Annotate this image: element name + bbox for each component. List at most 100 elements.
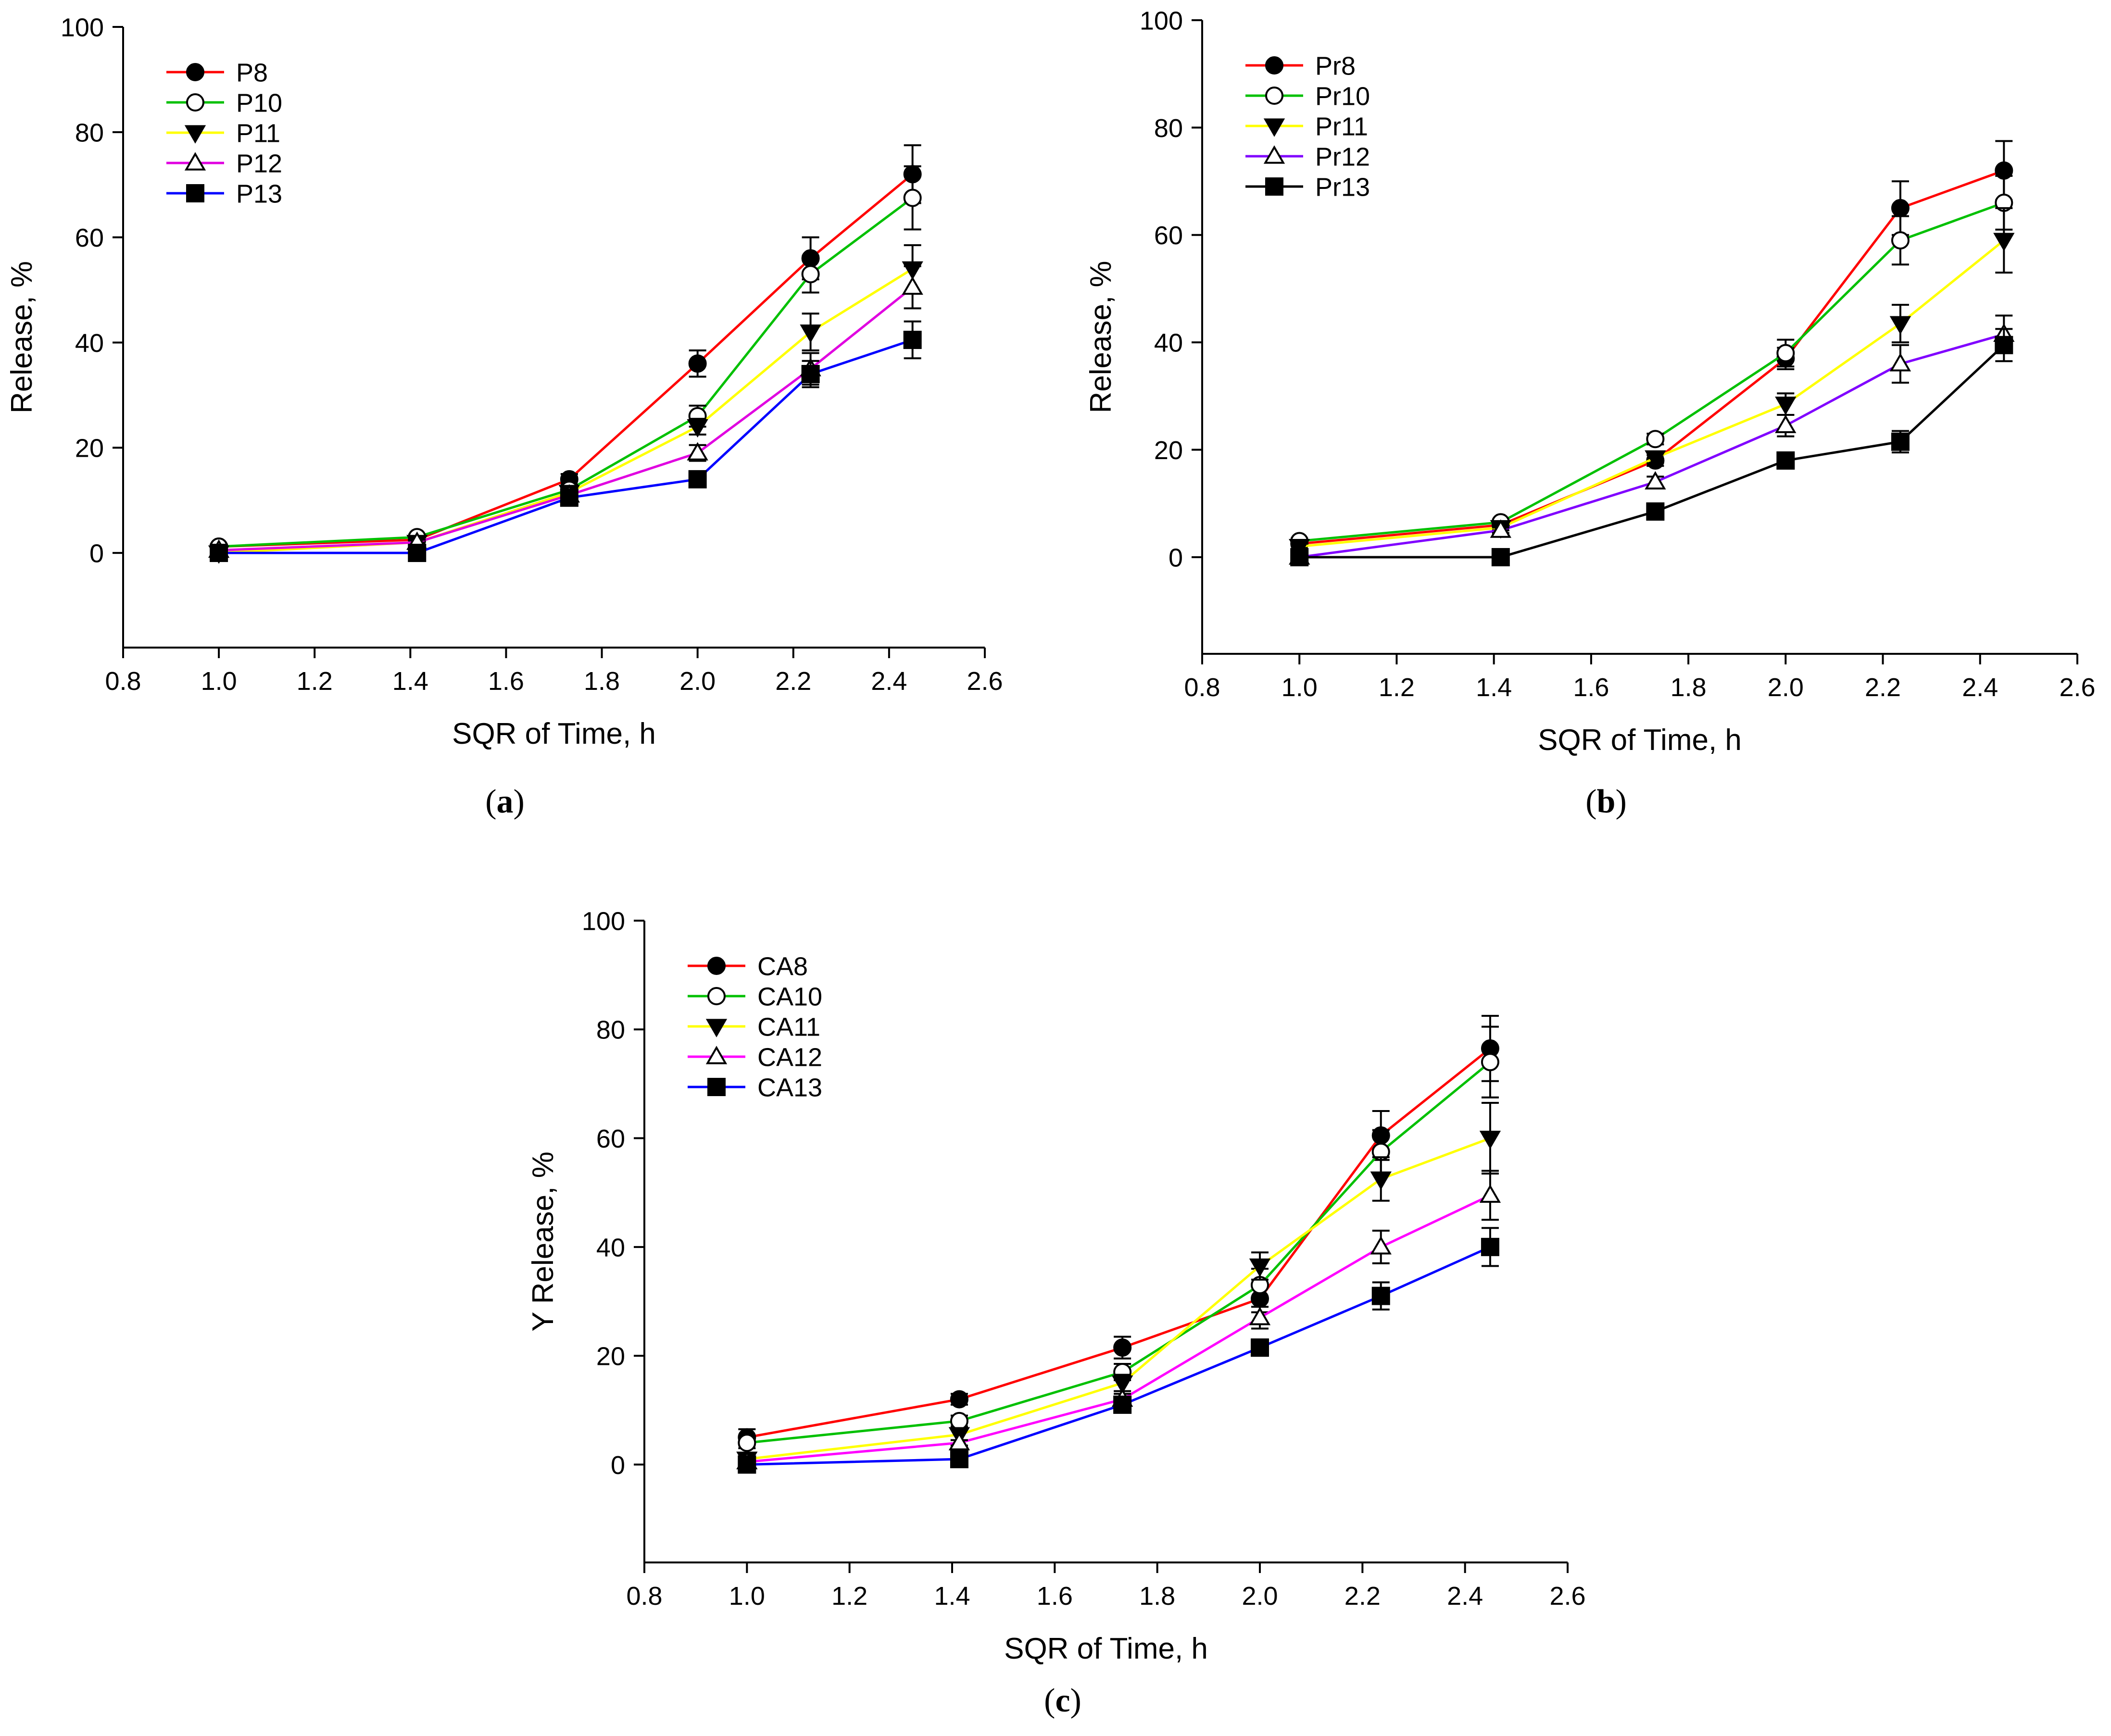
x-tick-label: 1.6 <box>1037 1582 1073 1611</box>
data-point-P8 <box>688 354 707 373</box>
legend-marker-Pr12 <box>1263 145 1285 164</box>
x-axis-label: SQR of Time, h <box>1538 724 1742 757</box>
legend-marker-P13 <box>186 184 204 202</box>
legend-label-Pr12: Pr12 <box>1315 142 1370 171</box>
data-point-CA13 <box>1481 1237 1499 1256</box>
legend-marker-CA8 <box>707 957 726 975</box>
series-line-P13 <box>219 338 913 554</box>
y-tick-label: 20 <box>75 434 104 463</box>
data-point-P12 <box>687 442 708 461</box>
series-line-Pr8 <box>1299 169 2005 545</box>
data-point-Pr13 <box>1776 451 1795 470</box>
x-tick-label: 2.0 <box>1768 673 1804 702</box>
data-point-Pr12 <box>1645 471 1666 490</box>
data-point-Pr12 <box>1490 519 1511 538</box>
data-point-CA11 <box>1249 1258 1271 1277</box>
legend-marker-CA11 <box>705 1019 728 1037</box>
y-tick-label: 40 <box>1154 329 1183 358</box>
data-point-P11 <box>800 324 821 343</box>
legend-marker-CA12 <box>705 1046 728 1064</box>
legend-label-CA11: CA11 <box>757 1012 820 1041</box>
x-tick-label: 0.8 <box>1184 673 1220 702</box>
x-tick-label: 2.2 <box>1865 673 1901 702</box>
y-tick-label: 60 <box>1154 221 1183 250</box>
x-tick-label: 1.2 <box>1379 673 1415 702</box>
y-tick-label: 40 <box>596 1233 625 1262</box>
series-line-CA12 <box>747 1194 1491 1463</box>
data-point-CA11 <box>1370 1171 1392 1190</box>
data-point-CA12 <box>1249 1307 1271 1325</box>
data-point-CA11 <box>1111 1375 1133 1394</box>
x-tick-label: 0.8 <box>626 1582 662 1611</box>
y-tick-label: 0 <box>611 1451 625 1480</box>
series-Pr8 <box>1290 140 2013 553</box>
legend-marker-P11 <box>184 125 206 144</box>
y-tick-label: 0 <box>89 539 104 568</box>
legend-label-Pr13: Pr13 <box>1315 173 1370 201</box>
y-tick-label: 60 <box>75 224 104 252</box>
series-line-P11 <box>218 268 913 554</box>
data-point-CA12 <box>948 1432 970 1450</box>
x-tick-label: 0.8 <box>105 667 141 696</box>
y-tick-label: 20 <box>596 1342 625 1371</box>
x-axis-label: SQR of Time, h <box>452 717 656 750</box>
series-line-CA10 <box>747 1061 1491 1444</box>
legend-marker-P10 <box>186 93 204 112</box>
y-axis-label: Y Release, % <box>527 1151 560 1332</box>
y-tick-label: 100 <box>582 907 625 936</box>
x-tick-label: 1.4 <box>1476 673 1512 702</box>
data-point-Pr10 <box>1776 344 1795 362</box>
data-point-Pr10 <box>1646 430 1665 449</box>
y-tick-label: 80 <box>75 118 104 147</box>
series-Pr10 <box>1290 175 2013 550</box>
x-tick-label: 2.2 <box>775 667 811 696</box>
x-tick-label: 1.6 <box>488 667 524 696</box>
y-tick-label: 100 <box>61 13 104 42</box>
x-tick-label: 1.0 <box>201 667 237 696</box>
data-point-Pr13 <box>1491 548 1510 566</box>
chart-panel-c: 0.8 1.0 1.2 1.4 1.6 1.8 2.0 2.2 2.4 2.6 0 20 40 60 80 1… <box>527 907 1586 1719</box>
x-tick-label: 2.4 <box>871 667 907 696</box>
x-tick-label: 2.2 <box>1345 1582 1381 1611</box>
data-point-Pr11 <box>1645 450 1666 469</box>
data-point-Pr13 <box>1646 502 1665 521</box>
legend-label-CA10: CA10 <box>757 982 822 1011</box>
x-tick-label: 2.0 <box>679 667 716 696</box>
panel-caption: (c) <box>1044 1682 1081 1719</box>
legend-marker-Pr8 <box>1265 56 1283 75</box>
series-line-P12 <box>219 286 914 552</box>
y-axis-label: Release, % <box>1084 261 1118 413</box>
legend-label-CA13: CA13 <box>757 1073 822 1102</box>
legend-label-Pr11: Pr11 <box>1315 112 1368 141</box>
series-P12 <box>208 265 923 558</box>
data-point-P13 <box>688 470 707 488</box>
x-tick-label: 1.4 <box>392 667 428 696</box>
x-tick-label: 2.6 <box>2059 673 2095 702</box>
legend-marker-Pr13 <box>1265 177 1283 196</box>
legend-label-P8: P8 <box>236 58 268 87</box>
y-tick-label: 60 <box>596 1124 625 1153</box>
data-point-CA10 <box>950 1411 968 1430</box>
data-point-Pr11 <box>1889 316 1911 335</box>
x-tick-label: 1.0 <box>729 1582 765 1611</box>
legend-label-P11: P11 <box>236 119 280 148</box>
y-tick-label: 20 <box>1154 436 1183 465</box>
data-point-CA13 <box>950 1450 968 1469</box>
x-tick-label: 1.4 <box>934 1582 970 1611</box>
series-line-P8 <box>219 173 914 548</box>
series-CA13 <box>738 1227 1499 1474</box>
legend-label-Pr8: Pr8 <box>1315 51 1356 80</box>
legend-label-P10: P10 <box>236 88 282 117</box>
y-axis-label: Release, % <box>5 261 38 413</box>
series-line-Pr11 <box>1299 239 2005 548</box>
x-tick-label: 2.6 <box>1549 1582 1585 1611</box>
data-point-CA12 <box>1479 1184 1501 1203</box>
x-tick-label: 1.8 <box>584 667 620 696</box>
legend-label-Pr10: Pr10 <box>1315 82 1370 111</box>
legend-marker-Pr11 <box>1263 118 1285 137</box>
data-point-P13 <box>210 544 228 562</box>
legend-marker-Pr10 <box>1265 87 1283 105</box>
series-line-Pr12 <box>1299 333 2005 559</box>
